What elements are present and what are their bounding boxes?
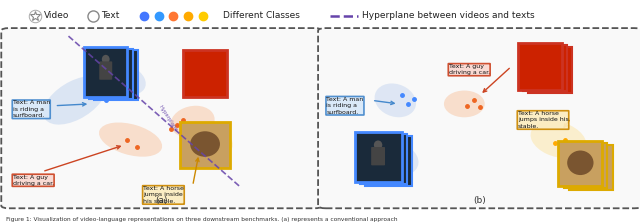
FancyBboxPatch shape	[381, 151, 396, 169]
FancyBboxPatch shape	[559, 141, 602, 186]
Ellipse shape	[567, 151, 593, 175]
Text: Text: A horse
jumps inside
his stable.: Text: A horse jumps inside his stable.	[143, 186, 184, 204]
Text: (b): (b)	[474, 196, 486, 205]
FancyBboxPatch shape	[522, 59, 557, 79]
FancyBboxPatch shape	[104, 63, 117, 82]
Ellipse shape	[99, 122, 162, 157]
FancyBboxPatch shape	[1, 28, 322, 208]
Text: Hyperplane between videos and texts: Hyperplane between videos and texts	[362, 11, 534, 20]
FancyBboxPatch shape	[532, 62, 567, 82]
FancyBboxPatch shape	[527, 61, 562, 81]
Ellipse shape	[531, 121, 586, 158]
FancyBboxPatch shape	[376, 149, 390, 167]
Ellipse shape	[444, 91, 484, 117]
Ellipse shape	[374, 140, 382, 149]
FancyBboxPatch shape	[109, 65, 122, 83]
Text: Text: Text	[101, 11, 120, 20]
Ellipse shape	[107, 57, 115, 66]
Text: Hyperplane: Hyperplane	[157, 104, 179, 132]
FancyBboxPatch shape	[355, 132, 402, 182]
Text: Text: A guy
driving a car.: Text: A guy driving a car.	[13, 175, 54, 186]
Text: Video: Video	[44, 11, 69, 20]
Text: Text: A man
is riding a
surfboard.: Text: A man is riding a surfboard.	[13, 100, 50, 118]
Ellipse shape	[190, 131, 220, 157]
FancyBboxPatch shape	[183, 50, 227, 97]
FancyBboxPatch shape	[99, 61, 112, 80]
FancyBboxPatch shape	[318, 28, 640, 208]
Ellipse shape	[384, 144, 392, 153]
FancyBboxPatch shape	[371, 147, 385, 165]
FancyBboxPatch shape	[523, 45, 566, 91]
FancyBboxPatch shape	[528, 47, 572, 93]
Ellipse shape	[374, 83, 416, 117]
Ellipse shape	[572, 152, 598, 177]
Text: Text: A guy
driving a car.: Text: A guy driving a car.	[449, 64, 490, 75]
FancyBboxPatch shape	[518, 43, 561, 90]
Ellipse shape	[43, 76, 106, 125]
Ellipse shape	[184, 122, 233, 157]
FancyBboxPatch shape	[89, 49, 132, 99]
Text: Different Classes: Different Classes	[223, 11, 300, 20]
Text: Text: A horse
jumps inside his
stable.: Text: A horse jumps inside his stable.	[518, 111, 568, 129]
Ellipse shape	[360, 138, 419, 177]
Ellipse shape	[379, 142, 387, 151]
FancyBboxPatch shape	[365, 136, 412, 186]
FancyBboxPatch shape	[188, 66, 222, 86]
FancyBboxPatch shape	[84, 47, 127, 97]
Text: Text: A man
is riding a
surfboard.: Text: A man is riding a surfboard.	[326, 97, 364, 115]
Ellipse shape	[112, 58, 120, 67]
Ellipse shape	[577, 154, 604, 179]
FancyBboxPatch shape	[564, 143, 607, 188]
FancyBboxPatch shape	[360, 134, 407, 184]
Text: (a): (a)	[156, 196, 168, 205]
FancyBboxPatch shape	[180, 122, 230, 168]
Text: Figure 1: Visualization of video-language representations on three downstream be: Figure 1: Visualization of video-languag…	[6, 217, 398, 222]
Ellipse shape	[102, 55, 109, 64]
Ellipse shape	[103, 63, 146, 95]
Ellipse shape	[171, 106, 214, 138]
FancyBboxPatch shape	[569, 145, 612, 190]
FancyBboxPatch shape	[94, 50, 138, 100]
